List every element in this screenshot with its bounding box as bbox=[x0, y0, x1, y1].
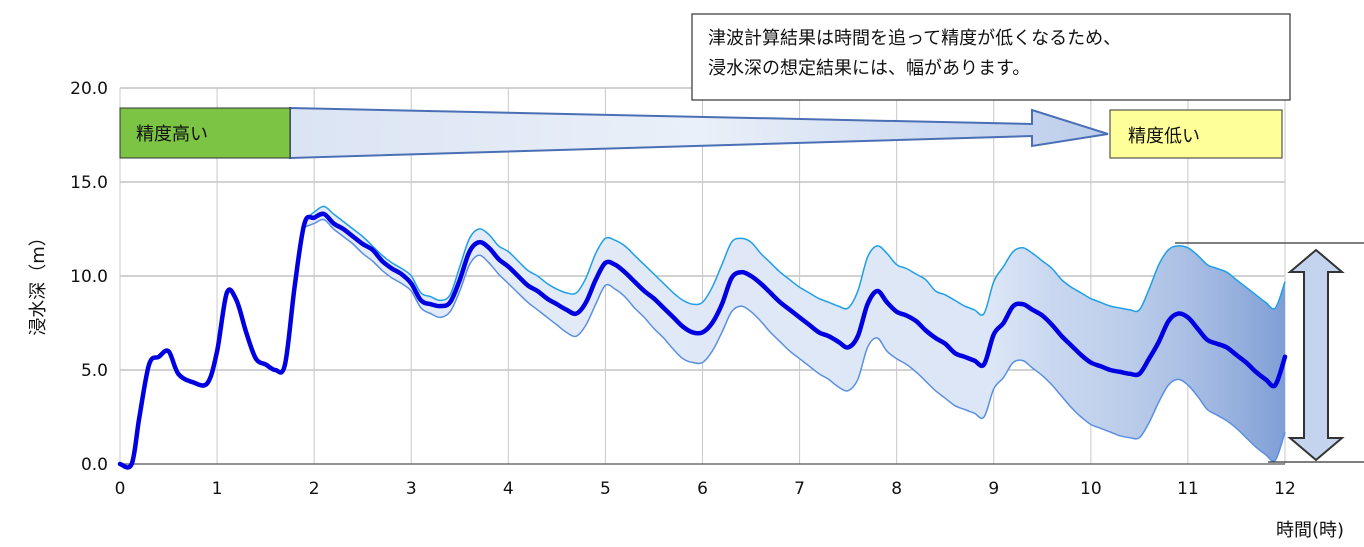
y-tick-label: 20.0 bbox=[70, 79, 108, 99]
x-tick-label: 8 bbox=[891, 479, 902, 499]
series-lower-line bbox=[304, 218, 1286, 462]
axis-tick-labels: 0.05.010.015.020.00 1 2 3 4 5 6 7 8 9 10 11 12 bbox=[70, 79, 1296, 499]
note-box bbox=[691, 13, 1291, 101]
y-axis-title: 浸水深（m） bbox=[28, 228, 49, 336]
y-tick-label: 10.0 bbox=[70, 267, 108, 287]
y-tick-label: 5.0 bbox=[81, 361, 108, 381]
x-tick-label: 11 bbox=[1177, 479, 1199, 499]
x-tick-label: 0 bbox=[115, 479, 126, 499]
uncertainty-band-fade bbox=[304, 206, 1285, 462]
label-low: 精度低い bbox=[1128, 126, 1200, 147]
x-tick-label: 5 bbox=[600, 479, 611, 499]
label-high: 精度高い bbox=[136, 124, 208, 145]
y-tick-label: 15.0 bbox=[70, 173, 108, 193]
note-line-1: 津波計算結果は時間を追って精度が低くなるため、 bbox=[708, 28, 1121, 49]
series-central-line bbox=[117, 211, 1288, 470]
y-tick-label: 0.0 bbox=[81, 455, 108, 475]
x-tick-label: 12 bbox=[1274, 479, 1296, 499]
range-double-arrow bbox=[1287, 248, 1345, 462]
series-upper-line bbox=[304, 205, 1286, 316]
label-low-box bbox=[1109, 109, 1283, 159]
precision-arrow bbox=[289, 106, 1109, 160]
series-layer bbox=[117, 205, 1288, 470]
x-axis-title: 時間(時) bbox=[1276, 520, 1344, 541]
note-line-2: 浸水深の想定結果には、幅があります。 bbox=[708, 58, 1030, 79]
x-tick-label: 4 bbox=[503, 479, 514, 499]
label-high-box bbox=[119, 107, 291, 159]
x-tick-label: 2 bbox=[309, 479, 320, 499]
x-tick-label: 7 bbox=[794, 479, 805, 499]
x-tick-label: 10 bbox=[1080, 479, 1102, 499]
x-tick-label: 3 bbox=[406, 479, 417, 499]
x-tick-label: 6 bbox=[697, 479, 708, 499]
x-tick-label: 9 bbox=[988, 479, 999, 499]
x-tick-label: 1 bbox=[212, 479, 223, 499]
